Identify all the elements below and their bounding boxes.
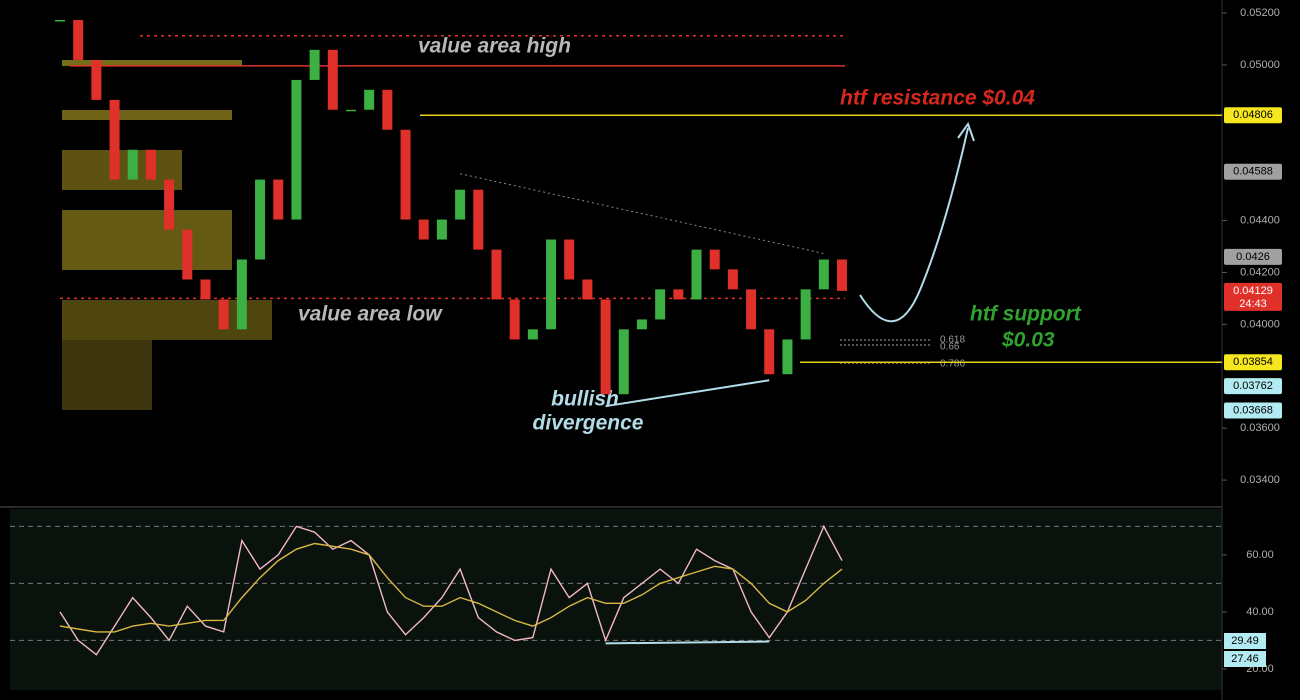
y-tick-label: 0.05000 xyxy=(1240,59,1280,71)
divergence-line xyxy=(605,379,770,408)
candle xyxy=(818,259,829,290)
candle xyxy=(327,49,338,110)
price-label-bg xyxy=(1224,107,1282,124)
candle xyxy=(145,149,156,180)
candle xyxy=(600,299,611,395)
candle xyxy=(673,289,684,300)
divergence-line xyxy=(605,640,770,645)
candle xyxy=(709,249,720,270)
candle xyxy=(291,79,302,220)
candle xyxy=(655,289,666,320)
candle xyxy=(400,129,411,220)
y-tick-label: 0.04400 xyxy=(1240,214,1280,226)
price-label-bg xyxy=(1224,248,1282,265)
y-tick-label: 0.04000 xyxy=(1240,318,1280,330)
price-label: 0.04588 xyxy=(1233,166,1273,178)
candle xyxy=(382,89,393,130)
candle xyxy=(364,89,375,110)
annotation: htf resistance $0.04 xyxy=(840,87,1035,110)
candle xyxy=(455,189,466,220)
candle xyxy=(746,289,757,330)
price-label-bg xyxy=(1224,633,1266,649)
price-label-bg xyxy=(1224,354,1282,371)
annotation: value area low xyxy=(298,303,443,326)
y-tick-label: 0.03600 xyxy=(1240,422,1280,434)
candle xyxy=(309,49,320,80)
y-tick-label: 40.00 xyxy=(1246,606,1274,618)
candle xyxy=(273,179,284,220)
candle xyxy=(73,19,84,60)
trendline xyxy=(459,173,824,254)
candle xyxy=(800,289,811,340)
candle xyxy=(182,229,193,280)
candle xyxy=(782,339,793,375)
candle xyxy=(582,279,593,300)
candle xyxy=(200,279,211,300)
projection-arrow xyxy=(859,127,969,323)
y-tick-label: 0.05200 xyxy=(1240,7,1280,19)
price-label-bg xyxy=(1224,163,1282,180)
price-label: 0.04806 xyxy=(1233,109,1273,121)
candle xyxy=(546,239,557,330)
candle xyxy=(727,269,738,290)
fib-label: 0.786 xyxy=(940,359,965,370)
candle xyxy=(127,149,138,180)
price-label: 0.04129 xyxy=(1233,285,1273,297)
countdown: 24:43 xyxy=(1239,298,1267,310)
candle xyxy=(345,109,356,112)
annotation: value area high xyxy=(418,35,571,58)
candle xyxy=(618,329,629,395)
candle xyxy=(55,19,65,22)
candle xyxy=(109,99,120,180)
price-label: 0.03762 xyxy=(1233,380,1273,392)
candle xyxy=(164,179,175,230)
candle xyxy=(509,299,520,340)
price-label: 0.0426 xyxy=(1236,251,1270,263)
y-tick-label: 60.00 xyxy=(1246,549,1274,561)
annotation: $0.03 xyxy=(1001,329,1055,352)
candle xyxy=(418,219,429,240)
fib-label: 0.618 xyxy=(940,335,965,346)
candle xyxy=(636,319,647,330)
candle xyxy=(436,219,447,240)
candle xyxy=(837,259,847,291)
annotation: htf support xyxy=(970,303,1082,326)
rsi-line xyxy=(59,542,843,633)
candle xyxy=(691,249,702,300)
candle xyxy=(236,259,247,330)
price-label: 0.03668 xyxy=(1233,404,1273,416)
price-label-bg xyxy=(1224,378,1282,395)
candle xyxy=(255,179,266,260)
candle xyxy=(473,189,484,250)
candle xyxy=(491,249,502,300)
candle xyxy=(218,299,229,330)
price-label-bg xyxy=(1224,651,1266,667)
rsi-line xyxy=(59,524,843,656)
annotation: divergence xyxy=(533,412,644,435)
candle xyxy=(564,239,575,280)
candle xyxy=(91,59,102,100)
price-label: 29.49 xyxy=(1231,635,1259,647)
rsi-pane xyxy=(10,509,1222,690)
price-label: 27.46 xyxy=(1231,653,1259,665)
y-tick-label: 0.04200 xyxy=(1240,266,1280,278)
y-tick-label: 0.03400 xyxy=(1240,474,1280,486)
fib-label: 0.66 xyxy=(940,342,960,353)
price-label-bg xyxy=(1224,282,1282,311)
candle xyxy=(527,329,538,340)
arrow-head xyxy=(957,121,975,142)
price-label: 0.03854 xyxy=(1233,356,1273,368)
price-label-bg xyxy=(1224,402,1282,419)
candle xyxy=(764,329,775,375)
